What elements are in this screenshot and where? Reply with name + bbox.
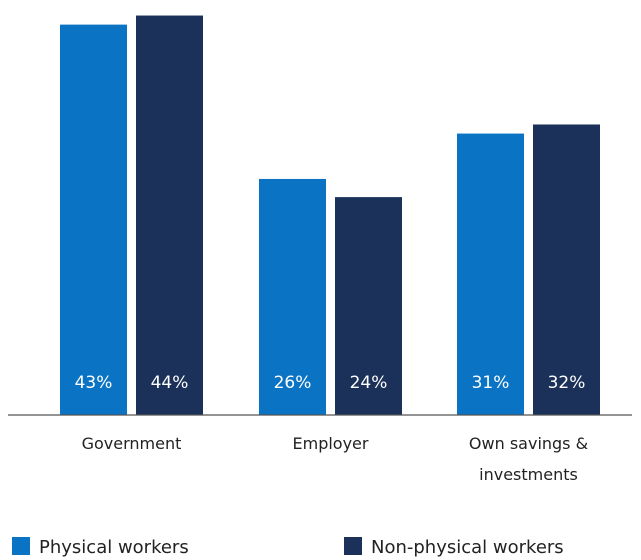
data-label-non-physical-0: 44% [151, 373, 189, 393]
category-label-2-line-0: Own savings & [469, 434, 588, 453]
bar-physical-0 [60, 24, 127, 415]
category-label-1-line-0: Employer [293, 434, 369, 453]
category-labels-group: Government Employer Own savings & investmen… [82, 434, 588, 484]
bar-non-physical-0 [136, 15, 203, 415]
legend-swatch-non-physical [344, 537, 362, 555]
data-label-physical-1: 26% [274, 373, 312, 393]
bars-group [60, 15, 600, 415]
data-label-physical-2: 31% [472, 373, 510, 393]
category-label-2-line-1: investments [479, 465, 578, 484]
category-label-0-line-0: Government [82, 434, 182, 453]
legend-label-non-physical: Non-physical workers [371, 537, 564, 558]
bar-physical-2 [457, 133, 524, 415]
legend: Physical workers Non-physical workers [12, 537, 564, 558]
bar-non-physical-1 [335, 197, 402, 415]
bar-labels-group: 43% 44% 26% 24% 31% 32% [75, 373, 586, 393]
data-label-physical-0: 43% [75, 373, 113, 393]
legend-swatch-physical [12, 537, 30, 555]
bar-non-physical-2 [533, 124, 600, 415]
data-label-non-physical-1: 24% [350, 373, 388, 393]
data-label-non-physical-2: 32% [548, 373, 586, 393]
legend-label-physical: Physical workers [39, 537, 189, 558]
bar-physical-1 [259, 178, 326, 415]
